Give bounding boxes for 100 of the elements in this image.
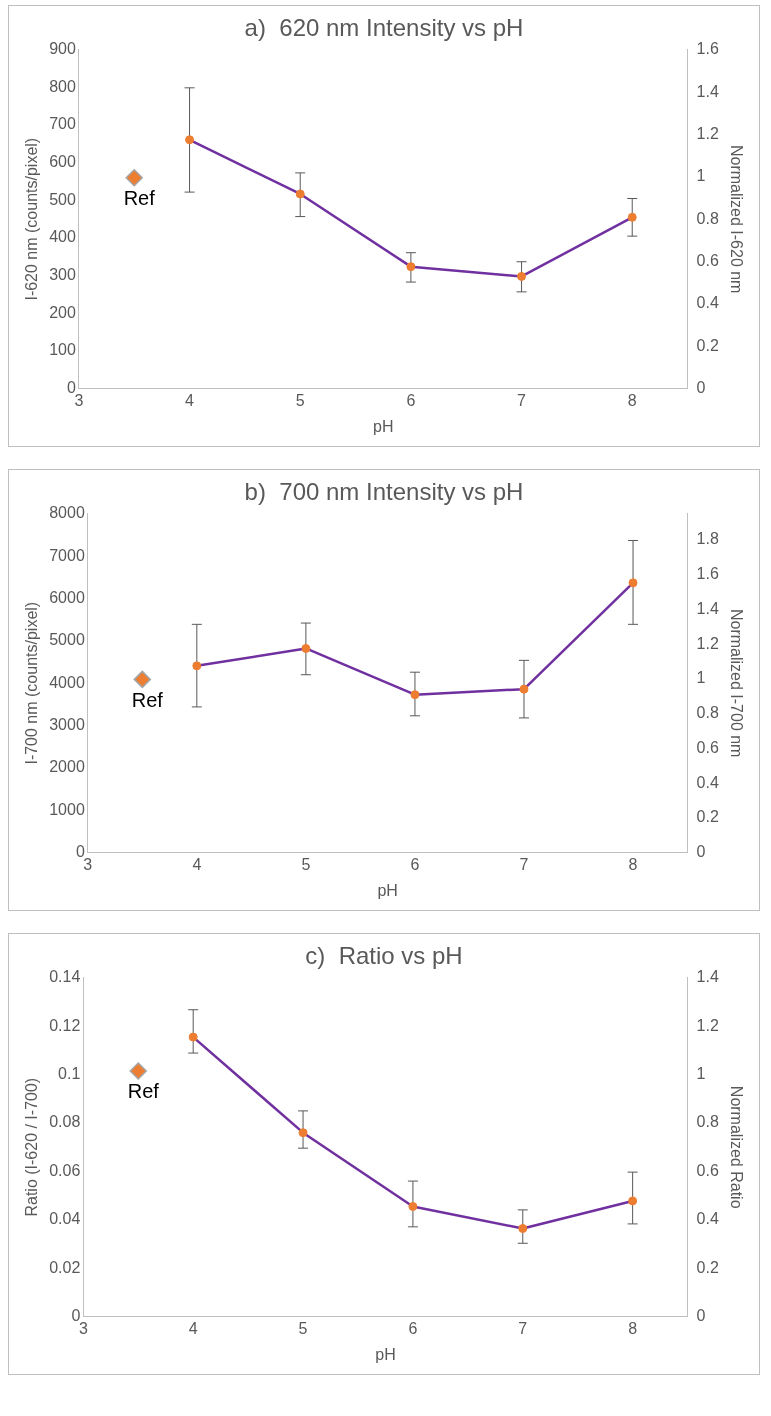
- x-tick-label: 7: [519, 855, 529, 873]
- y-tick-label: 3000: [49, 715, 85, 733]
- y-tick-label: 7000: [49, 546, 85, 564]
- x-tick-label: 5: [295, 391, 305, 409]
- y-tick-label: 800: [49, 77, 76, 95]
- x-tick-label: 6: [408, 1319, 418, 1337]
- x-tick-label: 5: [301, 855, 311, 873]
- point: [192, 661, 202, 671]
- x-tick-label: 5: [298, 1319, 308, 1337]
- x-tick-label: 3: [74, 391, 84, 409]
- point: [406, 262, 416, 272]
- y-tick-label: 0.02: [49, 1258, 81, 1276]
- point: [628, 1196, 638, 1206]
- y-tick-label: 1000: [49, 800, 85, 818]
- x-tick-label: 7: [518, 1319, 528, 1337]
- point: [517, 271, 527, 281]
- y-tick-label: 500: [49, 190, 76, 208]
- point: [518, 1224, 528, 1234]
- x-tick-label: 6: [406, 391, 416, 409]
- y-tick-label: 100: [49, 341, 76, 359]
- y2-tick-label: 1.4: [696, 82, 719, 100]
- point: [295, 189, 305, 199]
- y-axis-title: I-620 nm (counts/pixel): [23, 137, 41, 301]
- y-tick-label: 0.06: [49, 1161, 81, 1179]
- y2-tick-label: 1: [696, 167, 706, 185]
- y2-tick-label: 0.8: [696, 209, 719, 227]
- point: [125, 169, 143, 187]
- y-tick-label: 0.1: [58, 1065, 81, 1083]
- point: [133, 670, 152, 689]
- y2-tick-label: 0.2: [696, 808, 719, 826]
- y-tick-label: 0.04: [49, 1210, 81, 1228]
- y2-tick-label: 0: [696, 1307, 706, 1325]
- y2-tick-label: 1.4: [696, 968, 719, 986]
- y-tick-label: 0.12: [49, 1016, 81, 1034]
- y-tick-label: 2000: [49, 758, 85, 776]
- y2-tick-label: 1.2: [696, 124, 719, 142]
- y-tick-label: 0: [75, 843, 85, 861]
- point: [627, 212, 637, 222]
- x-tick-label: 8: [628, 1319, 638, 1337]
- point: [628, 578, 638, 588]
- y2-tick-label: 0.6: [696, 1161, 719, 1179]
- chart-title: b) 700 nm Intensity vs pH: [244, 478, 524, 506]
- x-axis-title: pH: [377, 881, 398, 899]
- point: [408, 1201, 418, 1211]
- y2-tick-label: 0.6: [696, 738, 719, 756]
- y2-tick-label: 0.2: [696, 1258, 719, 1276]
- y2-tick-label: 0: [696, 843, 706, 861]
- chart-title: c) Ratio vs pH: [305, 942, 463, 970]
- y-tick-label: 0: [66, 379, 76, 397]
- y2-tick-label: 1: [696, 669, 706, 687]
- y-tick-label: 400: [49, 228, 76, 246]
- series-label: Ref: [123, 187, 156, 210]
- y-tick-label: 5000: [49, 631, 85, 649]
- x-tick-label: 6: [410, 855, 420, 873]
- y2-tick-label: 0: [696, 379, 706, 397]
- y-tick-label: 0: [71, 1307, 81, 1325]
- point: [129, 1062, 148, 1080]
- y-tick-label: 900: [49, 40, 76, 58]
- series-label: Ref: [131, 688, 164, 711]
- x-axis-title: pH: [373, 417, 394, 435]
- y2-axis-title: Normalized Ratio: [727, 1085, 745, 1209]
- x-tick-label: 4: [188, 1319, 198, 1337]
- point: [298, 1128, 308, 1138]
- x-tick-label: 7: [517, 391, 527, 409]
- x-tick-label: 8: [628, 855, 638, 873]
- y2-tick-label: 1.2: [696, 1016, 719, 1034]
- y-tick-label: 8000: [49, 504, 85, 522]
- chart-title: a) 620 nm Intensity vs pH: [244, 14, 524, 42]
- y-tick-label: 6000: [49, 588, 85, 606]
- y2-tick-label: 1: [696, 1065, 706, 1083]
- series-label: Ref: [127, 1080, 160, 1103]
- y-tick-label: 600: [49, 153, 76, 171]
- point: [410, 690, 420, 700]
- y-tick-label: 300: [49, 266, 76, 284]
- y-tick-label: 4000: [49, 673, 85, 691]
- point: [185, 135, 195, 145]
- y2-tick-label: 0.4: [696, 1210, 719, 1228]
- y2-tick-label: 0.8: [696, 1113, 719, 1131]
- y2-tick-label: 0.6: [696, 251, 719, 269]
- x-axis-title: pH: [375, 1345, 396, 1363]
- y-tick-label: 700: [49, 115, 76, 133]
- x-tick-label: 4: [192, 855, 202, 873]
- point: [301, 643, 311, 653]
- y2-tick-label: 0.4: [696, 294, 719, 312]
- x-tick-label: 4: [185, 391, 195, 409]
- y2-axis-title: Normalized I-700 nm: [727, 608, 745, 758]
- x-tick-label: 8: [627, 391, 637, 409]
- y2-tick-label: 1.6: [696, 565, 719, 583]
- y-tick-label: 200: [49, 303, 76, 321]
- point: [519, 684, 529, 694]
- y2-tick-label: 1.2: [696, 634, 719, 652]
- y2-tick-label: 0.4: [696, 773, 719, 791]
- y-axis-title: I-700 nm (counts/pixel): [23, 601, 41, 765]
- y-tick-label: 0.14: [49, 968, 81, 986]
- y2-tick-label: 0.2: [696, 336, 719, 354]
- y2-tick-label: 1.4: [696, 599, 719, 617]
- y2-tick-label: 1.6: [696, 40, 719, 58]
- y2-tick-label: 0.8: [696, 704, 719, 722]
- x-tick-label: 3: [78, 1319, 88, 1337]
- y-axis-title: Ratio (I-620 / I-700): [23, 1077, 41, 1217]
